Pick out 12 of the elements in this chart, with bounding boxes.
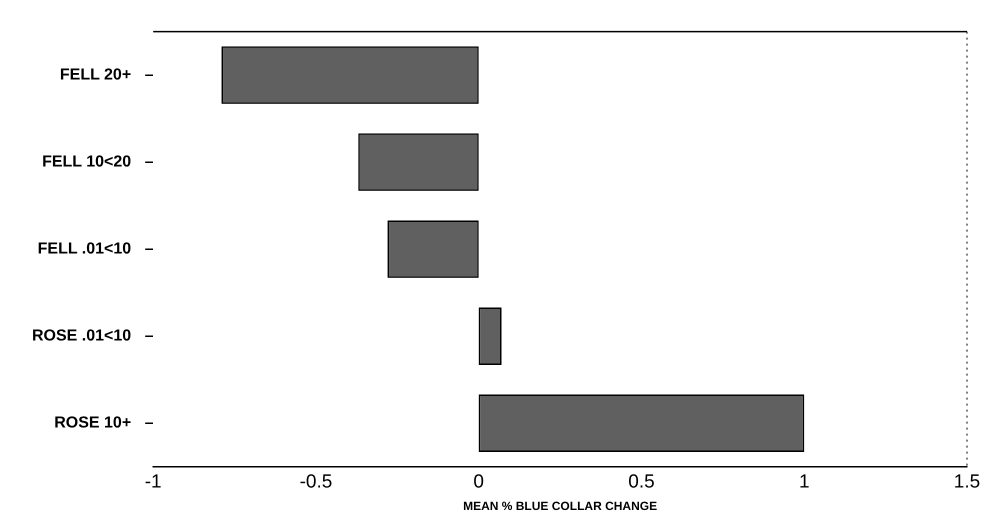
x-tick-label: -0.5 (300, 471, 332, 492)
x-tick-label: -1 (144, 471, 162, 492)
y-tick-label: ROSE 10+ (54, 414, 132, 432)
y-tick-label: FELL 10<20 (42, 154, 132, 171)
x-tick-label: 0.5 (628, 471, 655, 492)
y-tick-label: ROSE .01<10 (32, 328, 132, 345)
y-tick-label: FELL .01<10 (38, 240, 132, 258)
x-axis-title: MEAN % BLUE COLLAR CHANGE (463, 499, 658, 514)
x-tick-label: 1 (798, 471, 810, 492)
x-tick-label: 1.5 (954, 471, 980, 492)
y-tick-label: FELL 20+ (60, 66, 132, 84)
x-tick-label: 0 (473, 471, 484, 492)
